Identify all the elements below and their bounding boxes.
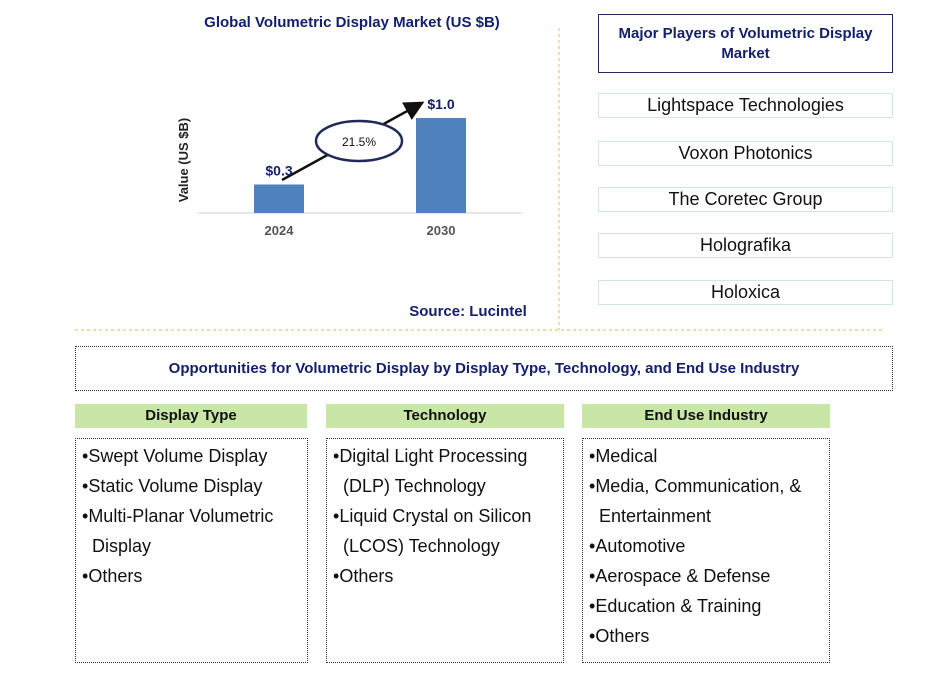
column-header: Display Type [75,404,307,428]
list-item: Static Volume Display [80,471,303,501]
list-item: Others [587,621,825,651]
cagr-label: 21.5% [342,135,376,149]
players-title: Major Players of Volumetric Display Mark… [598,14,893,73]
chart-title: Global Volumetric Display Market (US $B) [204,14,500,31]
list-item: Liquid Crystal on Silicon (LCOS) Technol… [331,501,559,561]
player-item: The Coretec Group [598,187,893,212]
player-item: Lightspace Technologies [598,93,893,118]
x-tick-label: 2024 [265,223,295,238]
list-item: Medical [587,441,825,471]
y-axis-label: Value (US $B) [176,118,191,203]
source: Source: Lucintel [409,303,527,320]
list-item: Education & Training [587,591,825,621]
bar [254,184,304,213]
opportunities-title: Opportunities for Volumetric Display by … [75,346,893,391]
list-item: Digital Light Processing (DLP) Technolog… [331,441,559,501]
column-header: Technology [326,404,564,428]
player-item: Holoxica [598,280,893,305]
column-list: Swept Volume DisplayStatic Volume Displa… [75,438,308,663]
column-list: Digital Light Processing (DLP) Technolog… [326,438,564,663]
cagr-ellipse [314,119,404,163]
player-item: Holografika [598,233,893,258]
list-item: Others [80,561,303,591]
list-item: Automotive [587,531,825,561]
list-item: Others [331,561,559,591]
value-label: $1.0 [427,96,454,112]
bar [416,118,466,213]
list-item: Aerospace & Defense [587,561,825,591]
list-item: Swept Volume Display [80,441,303,471]
value-label: $0.3 [265,163,292,179]
list-item: Media, Communication, & Entertainment [587,471,825,531]
player-item: Voxon Photonics [598,141,893,166]
x-tick-label: 2030 [427,223,456,238]
list-item: Multi-Planar Volumetric Display [80,501,303,561]
column-list: MedicalMedia, Communication, & Entertain… [582,438,830,663]
column-header: End Use Industry [582,404,830,428]
